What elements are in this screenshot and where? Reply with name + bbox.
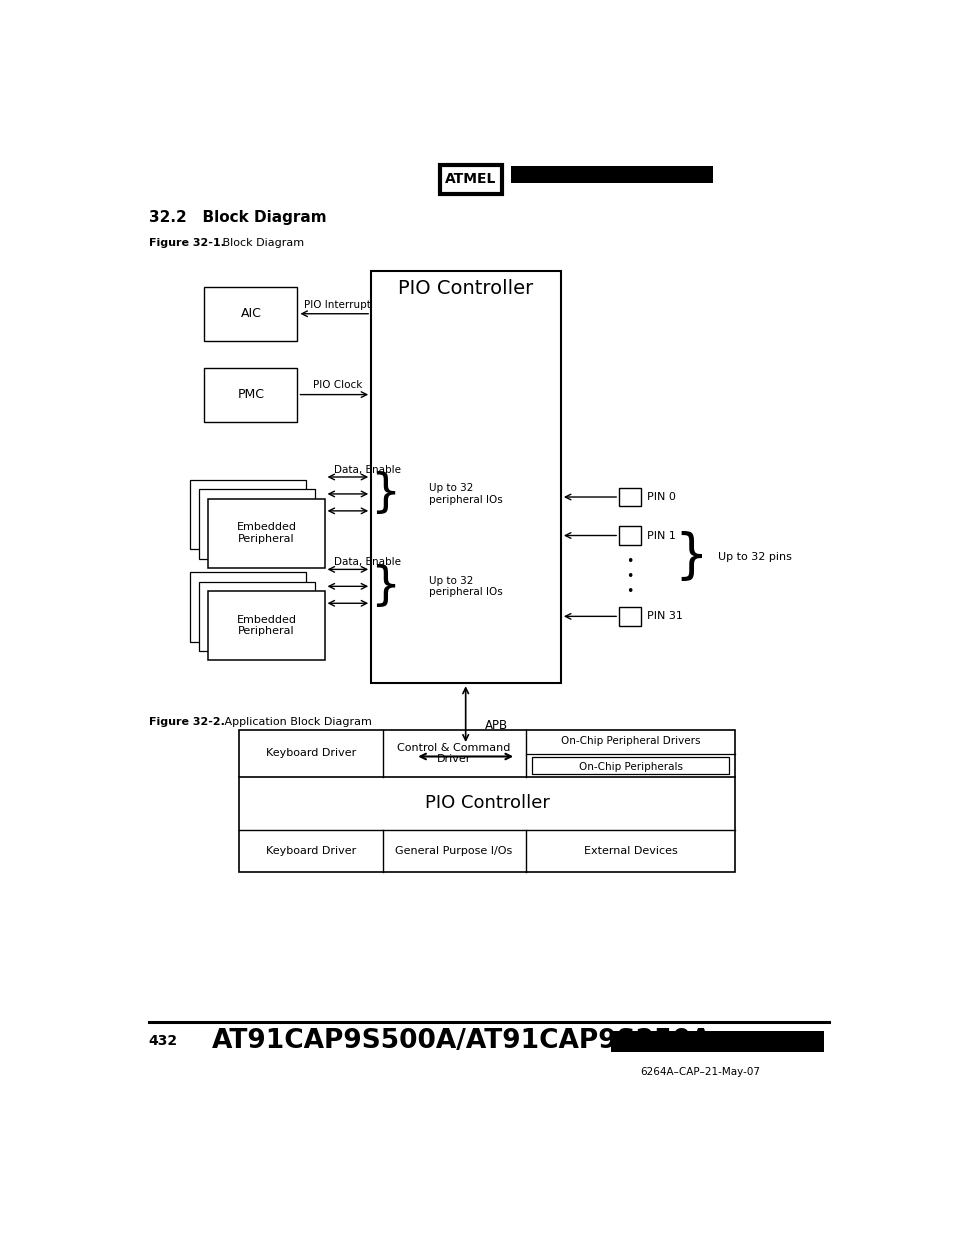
Text: AIC: AIC <box>240 308 261 320</box>
Bar <box>439 165 501 194</box>
Text: Keyboard Driver: Keyboard Driver <box>265 846 355 856</box>
Text: Application Block Diagram: Application Block Diagram <box>213 716 372 727</box>
Bar <box>208 592 324 661</box>
Text: PIO Controller: PIO Controller <box>424 794 549 813</box>
Text: Figure 32-1.: Figure 32-1. <box>149 238 224 248</box>
Text: Up to 32
peripheral IOs: Up to 32 peripheral IOs <box>429 576 502 598</box>
Bar <box>618 608 640 626</box>
Bar <box>190 573 306 642</box>
Text: •
•
•: • • • <box>625 555 633 598</box>
Text: General Purpose I/Os: General Purpose I/Os <box>395 846 512 856</box>
Text: PIO Clock: PIO Clock <box>313 380 362 390</box>
Bar <box>611 1031 823 1052</box>
Text: PMC: PMC <box>237 388 264 401</box>
Text: On-Chip Peripheral Drivers: On-Chip Peripheral Drivers <box>560 736 700 746</box>
Text: AT91CAP9S500A/AT91CAP9S250A: AT91CAP9S500A/AT91CAP9S250A <box>212 1029 712 1055</box>
Text: 432: 432 <box>149 1035 177 1049</box>
Bar <box>239 730 735 872</box>
Text: ATMEL: ATMEL <box>445 172 497 186</box>
Text: }: } <box>674 531 707 583</box>
Text: PIO Interrupt: PIO Interrupt <box>304 300 371 310</box>
Bar <box>199 489 315 558</box>
Bar <box>190 480 306 550</box>
Text: On-Chip Peripherals: On-Chip Peripherals <box>578 762 682 772</box>
Text: }: } <box>370 472 399 516</box>
Text: Data, Enable: Data, Enable <box>334 466 400 475</box>
Bar <box>511 165 712 183</box>
Text: Data, Enable: Data, Enable <box>334 557 400 567</box>
Text: PIN 31: PIN 31 <box>646 611 682 621</box>
Bar <box>618 488 640 506</box>
Text: Block Diagram: Block Diagram <box>212 238 304 248</box>
Text: Embedded
Peripheral: Embedded Peripheral <box>236 522 296 543</box>
Bar <box>208 499 324 568</box>
Text: PIO Controller: PIO Controller <box>397 279 533 298</box>
Text: PIN 0: PIN 0 <box>646 492 675 501</box>
Text: Up to 32 pins: Up to 32 pins <box>718 552 791 562</box>
Bar <box>199 582 315 651</box>
Bar <box>532 757 728 774</box>
Text: Embedded
Peripheral: Embedded Peripheral <box>236 615 296 636</box>
Text: PIN 1: PIN 1 <box>646 531 675 541</box>
Text: APB: APB <box>484 719 508 732</box>
Text: Control & Command
Driver: Control & Command Driver <box>397 742 510 764</box>
Text: Figure 32-2.: Figure 32-2. <box>149 716 224 727</box>
Bar <box>204 287 297 341</box>
Text: 32.2   Block Diagram: 32.2 Block Diagram <box>149 210 326 225</box>
Text: External Devices: External Devices <box>583 846 677 856</box>
Bar <box>371 272 560 683</box>
Bar <box>204 368 297 421</box>
Text: 6264A–CAP–21-May-07: 6264A–CAP–21-May-07 <box>639 1067 760 1077</box>
Text: }: } <box>370 564 399 609</box>
Text: Up to 32
peripheral IOs: Up to 32 peripheral IOs <box>429 483 502 505</box>
Bar <box>618 526 640 545</box>
Text: Keyboard Driver: Keyboard Driver <box>265 748 355 758</box>
